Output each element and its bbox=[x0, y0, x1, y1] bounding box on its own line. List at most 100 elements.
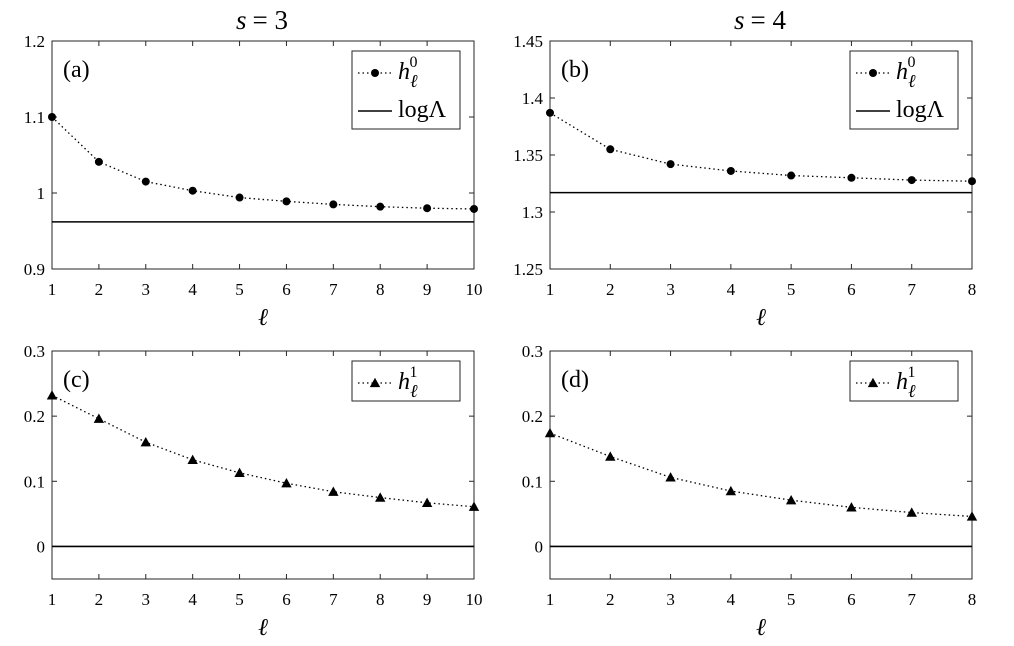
data-point bbox=[234, 467, 245, 477]
legend-box bbox=[351, 360, 461, 402]
chart-panel: 1 2 3 4 5 6 7 8 1.25 1.3 1.35 1.4 1.45 ℓ (b) hℓ0 logΛ bbox=[513, 32, 976, 331]
x-tick-label: 6 bbox=[282, 280, 291, 299]
data-point bbox=[328, 486, 339, 496]
y-tick-label: 0.1 bbox=[24, 472, 45, 491]
y-tick-label: 1.45 bbox=[513, 32, 543, 51]
legend: hℓ0 logΛ bbox=[849, 50, 959, 130]
x-tick-label: 10 bbox=[466, 280, 483, 299]
x-tick-label: 3 bbox=[666, 280, 675, 299]
data-point bbox=[726, 166, 735, 175]
x-tick-label: 1 bbox=[546, 280, 555, 299]
x-tick-label: 4 bbox=[188, 280, 197, 299]
data-point bbox=[605, 451, 616, 461]
y-tick-label: 1.35 bbox=[513, 146, 543, 165]
x-tick-label: 10 bbox=[466, 590, 483, 609]
data-point bbox=[140, 437, 151, 447]
data-point bbox=[329, 200, 338, 209]
panel-label: (a) bbox=[63, 57, 90, 83]
y-tick-label: 0.3 bbox=[24, 342, 45, 361]
y-tick-label: 0.1 bbox=[522, 472, 543, 491]
data-point bbox=[907, 176, 916, 185]
plot-frame bbox=[51, 40, 475, 270]
x-tick-label: 7 bbox=[907, 590, 916, 609]
x-tick-label: 7 bbox=[907, 280, 916, 299]
y-tick-label: 0.9 bbox=[24, 260, 45, 279]
data-point bbox=[725, 485, 737, 496]
y-tick-label: 0.2 bbox=[24, 407, 45, 426]
y-tick-label: 0 bbox=[37, 537, 46, 556]
x-tick-label: 1 bbox=[48, 590, 57, 609]
data-point bbox=[968, 177, 976, 186]
x-tick-label: 5 bbox=[235, 590, 244, 609]
x-tick-label: 1 bbox=[546, 590, 555, 609]
data-point bbox=[666, 160, 675, 169]
y-tick-label: 0 bbox=[535, 537, 544, 556]
legend-label: logΛ bbox=[398, 97, 447, 123]
data-point bbox=[546, 108, 554, 117]
panel-label: (b) bbox=[561, 57, 589, 83]
data-point bbox=[606, 145, 615, 154]
x-axis-label: ℓ bbox=[258, 615, 268, 641]
data-point bbox=[48, 113, 56, 121]
y-tick-label: 0.3 bbox=[522, 342, 543, 361]
x-tick-label: 3 bbox=[666, 590, 675, 609]
data-point bbox=[468, 501, 480, 511]
legend: hℓ1 bbox=[351, 360, 461, 402]
plot-frame bbox=[549, 350, 973, 580]
x-tick-label: 4 bbox=[727, 590, 736, 609]
data-point bbox=[846, 502, 857, 512]
data-point bbox=[785, 494, 797, 505]
legend-label: hℓ1 bbox=[896, 364, 916, 401]
x-tick-label: 2 bbox=[95, 280, 104, 299]
x-tick-label: 6 bbox=[847, 280, 856, 299]
panel-label: (d) bbox=[561, 367, 589, 393]
legend-box bbox=[849, 360, 959, 402]
x-tick-label: 5 bbox=[787, 590, 796, 609]
x-tick-label: 5 bbox=[787, 280, 796, 299]
y-tick-label: 1.3 bbox=[522, 203, 543, 222]
x-tick-label: 4 bbox=[727, 280, 736, 299]
x-tick-label: 8 bbox=[376, 280, 385, 299]
series-line bbox=[549, 432, 973, 518]
data-point bbox=[281, 478, 292, 488]
data-point bbox=[141, 177, 150, 186]
legend-marker bbox=[369, 377, 381, 388]
legend-label: hℓ0 bbox=[398, 54, 418, 91]
legend-label: logΛ bbox=[896, 97, 945, 123]
data-point bbox=[376, 202, 385, 211]
data-point bbox=[470, 204, 478, 213]
y-tick-label: 1.4 bbox=[522, 89, 544, 108]
series-line bbox=[51, 116, 475, 210]
legend: hℓ1 bbox=[849, 360, 959, 402]
data-point bbox=[906, 507, 917, 517]
x-tick-label: 6 bbox=[282, 590, 291, 609]
legend-box bbox=[351, 50, 461, 130]
x-axis-label: ℓ bbox=[756, 615, 766, 641]
legend-label: hℓ1 bbox=[398, 364, 418, 401]
x-tick-label: 1 bbox=[48, 280, 57, 299]
x-tick-label: 6 bbox=[847, 590, 856, 609]
x-axis-label: ℓ bbox=[756, 305, 766, 331]
x-tick-label: 7 bbox=[329, 590, 338, 609]
y-tick-label: 1.1 bbox=[24, 108, 45, 127]
x-tick-label: 2 bbox=[606, 280, 615, 299]
x-axis-label: ℓ bbox=[258, 305, 268, 331]
y-tick-label: 1.2 bbox=[24, 32, 45, 51]
data-point bbox=[665, 472, 676, 482]
x-tick-label: 2 bbox=[95, 590, 104, 609]
data-point bbox=[187, 454, 198, 464]
data-point bbox=[544, 427, 556, 438]
x-tick-label: 3 bbox=[142, 590, 151, 609]
legend-label: hℓ0 bbox=[896, 54, 916, 91]
x-tick-label: 9 bbox=[423, 280, 432, 299]
data-point bbox=[421, 497, 433, 507]
y-tick-label: 1 bbox=[37, 184, 46, 203]
data-point bbox=[375, 492, 386, 502]
data-point bbox=[787, 171, 796, 180]
x-tick-label: 7 bbox=[329, 280, 338, 299]
y-tick-label: 1.25 bbox=[513, 260, 543, 279]
legend-box bbox=[849, 50, 959, 130]
data-point bbox=[847, 173, 856, 182]
